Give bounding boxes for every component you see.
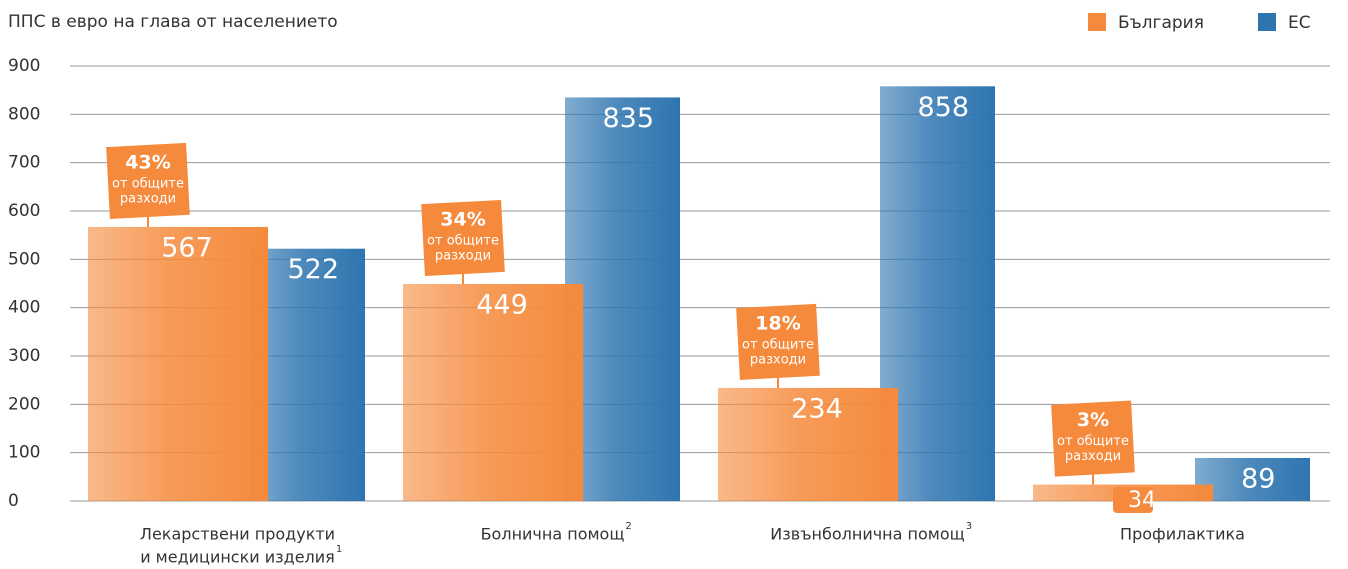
share-note: разходи bbox=[120, 191, 176, 206]
value-label: 522 bbox=[287, 254, 339, 285]
category-note: 3 bbox=[966, 521, 972, 532]
share-note: разходи bbox=[1065, 449, 1121, 464]
value-badge bbox=[1113, 487, 1153, 513]
category-note: 2 bbox=[625, 521, 631, 532]
legend-label: ЕС bbox=[1288, 13, 1311, 33]
value-label: 89 bbox=[1241, 463, 1275, 494]
y-tick-label: 100 bbox=[8, 443, 40, 463]
x-tick-label: Лекарствени продукти bbox=[140, 525, 335, 544]
bar bbox=[250, 248, 365, 501]
y-tick-label: 0 bbox=[8, 491, 19, 511]
value-label: 858 bbox=[917, 92, 969, 123]
share-label: 43% bbox=[125, 151, 170, 173]
share-box bbox=[106, 142, 190, 219]
x-tick-label: Болнична помощ bbox=[481, 525, 625, 544]
y-tick-label: 400 bbox=[8, 298, 40, 318]
share-label: 18% bbox=[755, 312, 800, 334]
value-label: 449 bbox=[476, 289, 528, 320]
bar bbox=[403, 283, 583, 501]
bar bbox=[1195, 457, 1310, 501]
share-label: 34% bbox=[440, 208, 485, 230]
bar bbox=[718, 387, 898, 501]
legend-swatch bbox=[1088, 13, 1106, 31]
x-tick-label: и медицински изделия bbox=[140, 548, 335, 567]
y-tick-label: 500 bbox=[8, 249, 40, 269]
bar bbox=[880, 86, 995, 502]
share-note: разходи bbox=[750, 352, 806, 367]
value-label: 567 bbox=[161, 232, 213, 263]
y-tick-label: 800 bbox=[8, 104, 40, 124]
share-note: от общите bbox=[427, 233, 499, 248]
bar bbox=[88, 226, 268, 501]
share-note: от общите bbox=[1057, 434, 1129, 449]
value-label: 835 bbox=[602, 103, 654, 134]
y-tick-label: 600 bbox=[8, 201, 40, 221]
x-tick-label: Извънболнична помощ bbox=[770, 525, 964, 544]
y-tick-label: 700 bbox=[8, 153, 40, 173]
y-tick-label: 200 bbox=[8, 394, 40, 414]
share-note: от общите bbox=[742, 337, 814, 352]
share-note: от общите bbox=[112, 176, 184, 191]
x-tick-label: Профилактика bbox=[1120, 525, 1245, 544]
share-box bbox=[1051, 400, 1135, 477]
share-label: 3% bbox=[1077, 409, 1109, 431]
category-note: 1 bbox=[336, 544, 342, 555]
legend-swatch bbox=[1258, 13, 1276, 31]
chart-title: ППС в евро на глава от населението bbox=[8, 12, 338, 32]
share-box bbox=[421, 199, 505, 277]
value-label: 234 bbox=[791, 393, 843, 424]
share-box bbox=[736, 303, 820, 380]
y-tick-label: 300 bbox=[8, 346, 40, 366]
legend-label: България bbox=[1118, 13, 1204, 33]
bar bbox=[565, 97, 680, 502]
share-note: разходи bbox=[435, 248, 491, 263]
y-tick-label: 900 bbox=[8, 56, 40, 76]
value-label: 34 bbox=[1128, 488, 1156, 513]
